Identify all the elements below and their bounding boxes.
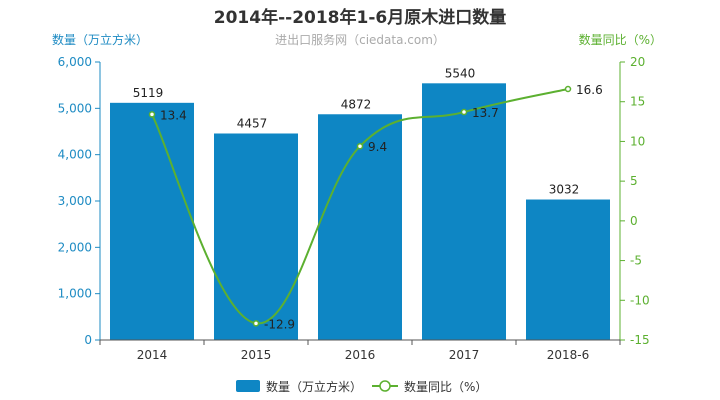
line-point[interactable] xyxy=(460,108,468,116)
line-point[interactable] xyxy=(564,85,572,93)
right-axis-tick-label: -5 xyxy=(630,254,642,268)
legend-line-label: 数量同比（%） xyxy=(404,379,487,394)
line-value-label: 13.7 xyxy=(472,106,499,120)
left-axis-tick-label: 3,000 xyxy=(58,194,92,208)
left-axis-tick-label: 6,000 xyxy=(58,55,92,69)
legend-bar-swatch xyxy=(236,380,260,392)
right-axis-tick-label: -10 xyxy=(630,293,650,307)
left-axis-tick-label: 4,000 xyxy=(58,148,92,162)
x-axis-tick-label: 2018-6 xyxy=(547,348,590,362)
right-axis-tick-label: 0 xyxy=(630,214,638,228)
x-axis-tick-label: 2016 xyxy=(345,348,376,362)
legend-bar-label: 数量（万立方米） xyxy=(266,379,362,394)
bar[interactable] xyxy=(214,133,298,340)
bar[interactable] xyxy=(422,83,506,341)
bar-value-label: 5119 xyxy=(133,86,164,100)
right-axis-tick-label: -15 xyxy=(630,333,650,347)
line-point[interactable] xyxy=(148,111,156,118)
chart-title: 2014年--2018年1-6月原木进口数量 xyxy=(214,7,506,28)
right-axis-tick-label: 10 xyxy=(630,134,645,148)
axes-group: 0 1,000 2,000 3,000 4,000 5,000 6,000 -15 -10 -5 0… xyxy=(58,55,650,362)
bar[interactable] xyxy=(526,199,610,340)
line-value-label: 13.4 xyxy=(160,108,187,122)
left-axis-tick-label: 0 xyxy=(84,333,92,347)
left-axis-tick-label: 1,000 xyxy=(58,287,92,301)
left-axis-label: 数量（万立方米） xyxy=(52,32,148,47)
x-axis-tick-label: 2015 xyxy=(241,348,272,362)
x-axis-tick-label: 2014 xyxy=(137,348,168,362)
left-axis-tick-label: 5,000 xyxy=(58,101,92,115)
left-axis-tick-label: 2,000 xyxy=(58,240,92,254)
right-axis-tick-label: 20 xyxy=(630,55,645,69)
bar-value-label: 5540 xyxy=(445,66,476,80)
bar-value-label: 4872 xyxy=(341,97,372,111)
line-point[interactable] xyxy=(356,142,364,150)
line-series-path xyxy=(151,88,569,325)
x-axis-tick-label: 2017 xyxy=(449,348,480,362)
bar[interactable] xyxy=(318,114,402,340)
right-axis-tick-label: 15 xyxy=(630,95,645,109)
chart-subtitle: 进出口服务网（ciedata.com） xyxy=(275,32,445,47)
line-point[interactable] xyxy=(252,320,260,327)
bar-series-group: 5119 4457 4872 5540 3032 xyxy=(110,66,610,341)
line-value-label: -12.9 xyxy=(264,317,295,331)
line-series-group: 13.4 -12.9 9.4 13.7 16.6 xyxy=(148,83,603,331)
legend[interactable]: 数量（万立方米） 数量同比（%） xyxy=(236,379,487,394)
bar-value-label: 3032 xyxy=(549,183,580,197)
line-value-label: 16.6 xyxy=(576,83,603,97)
legend-line-marker xyxy=(379,380,391,392)
bar[interactable] xyxy=(110,102,194,340)
line-value-label: 9.4 xyxy=(368,140,387,154)
right-axis-tick-label: 5 xyxy=(630,174,638,188)
bar-value-label: 4457 xyxy=(237,116,268,130)
right-axis-label: 数量同比（%） xyxy=(579,32,662,47)
